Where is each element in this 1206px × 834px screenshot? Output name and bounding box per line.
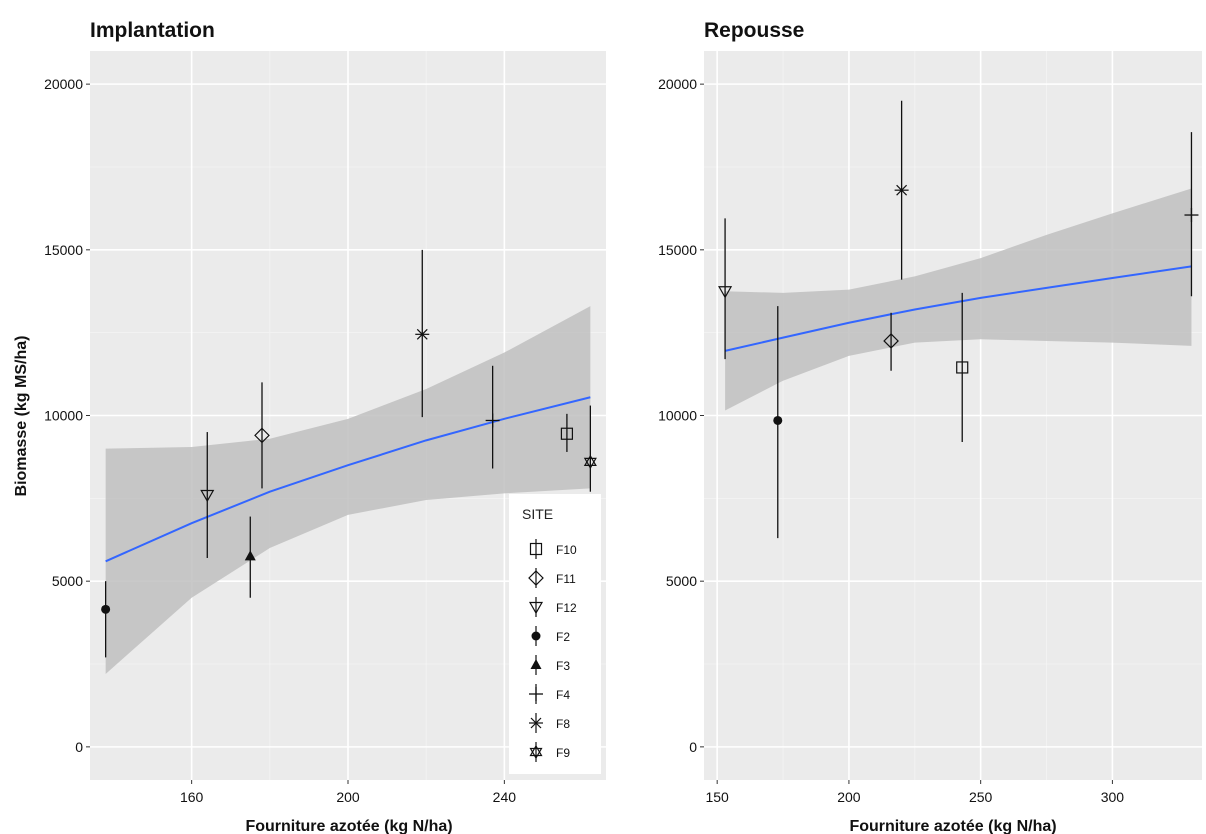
y-tick-label: 0	[75, 739, 83, 755]
axis-ticks: 0 5000 10000 15000 20000 160 200 240	[44, 76, 516, 805]
legend-label: F12	[556, 601, 577, 615]
regression-line	[105, 396, 591, 563]
x-tick-label: 150	[705, 789, 729, 805]
panel-title: Repousse	[704, 19, 804, 42]
point-f8	[415, 249, 430, 418]
x-tick-label: 160	[180, 789, 204, 805]
x-tick-label: 300	[1101, 789, 1125, 805]
x-tick-label: 200	[837, 789, 861, 805]
legend-item-f10: F10	[529, 539, 577, 559]
point-marker	[773, 415, 783, 425]
x-tick-label: 240	[493, 789, 517, 805]
point-marker	[101, 604, 111, 614]
y-axis-title: Biomasse (kg MS/ha)	[13, 336, 30, 497]
point-marker	[583, 454, 597, 470]
legend-label: F2	[556, 630, 570, 644]
point-marker	[244, 550, 256, 561]
y-tick-label: 10000	[658, 408, 697, 424]
plus-icon	[529, 687, 543, 701]
x-axis-title: Fourniture azotée (kg N/ha)	[849, 818, 1056, 834]
confidence-band	[105, 306, 591, 674]
confidence-band	[725, 188, 1192, 411]
point-f9	[583, 405, 597, 492]
point-f11	[883, 312, 899, 371]
x-tick-label: 250	[969, 789, 993, 805]
point-marker	[718, 286, 733, 299]
asterisk-icon	[529, 717, 543, 729]
y-tick-label: 10000	[44, 408, 83, 424]
legend-label: F11	[556, 572, 576, 586]
point-marker	[254, 427, 270, 444]
legend-items: F10 F11 F12 F2 F3 F4 F8 F9	[528, 539, 577, 762]
y-tick-label: 5000	[52, 573, 83, 589]
fit-line	[724, 265, 1192, 352]
axis-ticks: 0 5000 10000 15000 20000 150 200 250 300	[658, 76, 1124, 805]
legend-item-f2: F2	[531, 626, 570, 646]
data-points	[718, 100, 1199, 539]
point-f11	[254, 382, 270, 489]
confidence-ribbon	[725, 188, 1192, 411]
point-marker	[200, 489, 215, 503]
point-f4	[1184, 132, 1199, 297]
point-marker	[883, 333, 899, 349]
panel-repousse: Repousse 0 5000 10000 15000 20000 150 200 250 30…	[658, 19, 1202, 834]
legend-background	[509, 494, 601, 774]
point-marker	[415, 328, 430, 340]
point-f2	[773, 306, 783, 539]
square-open-icon	[529, 542, 543, 556]
legend-title: SITE	[522, 506, 553, 522]
regression-line	[724, 265, 1192, 352]
point-marker	[560, 427, 574, 440]
point-f3	[244, 516, 256, 598]
legend-label: F10	[556, 543, 577, 557]
fit-line	[105, 396, 591, 563]
y-tick-label: 20000	[44, 76, 83, 92]
y-tick-label: 20000	[658, 76, 697, 92]
panel-title: Implantation	[90, 19, 215, 42]
legend-item-f3: F3	[530, 655, 570, 675]
data-points	[101, 249, 597, 658]
point-f10	[560, 413, 574, 452]
y-tick-label: 15000	[658, 242, 697, 258]
point-marker	[1184, 208, 1199, 223]
point-f12	[718, 218, 733, 360]
legend-item-f8: F8	[529, 713, 570, 733]
y-tick-label: 5000	[666, 573, 697, 589]
point-f8	[894, 100, 909, 280]
point-f2	[101, 581, 111, 658]
legend-label: F9	[556, 746, 570, 760]
diamond-open-icon	[528, 570, 544, 586]
y-tick-label: 15000	[44, 242, 83, 258]
x-axis-title: Fourniture azotée (kg N/ha)	[245, 818, 452, 834]
legend-label: F8	[556, 717, 570, 731]
legend-item-f11: F11	[528, 568, 576, 588]
legend-item-f12: F12	[528, 597, 577, 617]
legend-item-f4: F4	[529, 684, 570, 704]
legend-label: F4	[556, 688, 570, 702]
x-tick-label: 200	[336, 789, 360, 805]
legend-label: F3	[556, 659, 570, 673]
point-f10	[956, 292, 969, 443]
circle-filled-icon	[531, 631, 541, 641]
point-marker	[956, 361, 969, 374]
point-marker	[485, 413, 500, 428]
confidence-ribbon	[105, 306, 591, 674]
star-of-david-icon	[529, 744, 543, 760]
point-marker	[894, 184, 909, 196]
legend-item-f9: F9	[529, 742, 570, 762]
triangle-down-open-icon	[528, 601, 544, 615]
y-tick-label: 0	[689, 739, 697, 755]
point-f4	[485, 365, 500, 469]
legend: SITE F10 F11 F12 F2 F3 F4 F8 F9	[509, 494, 601, 774]
point-f12	[200, 432, 215, 558]
triangle-up-filled-icon	[530, 659, 542, 669]
